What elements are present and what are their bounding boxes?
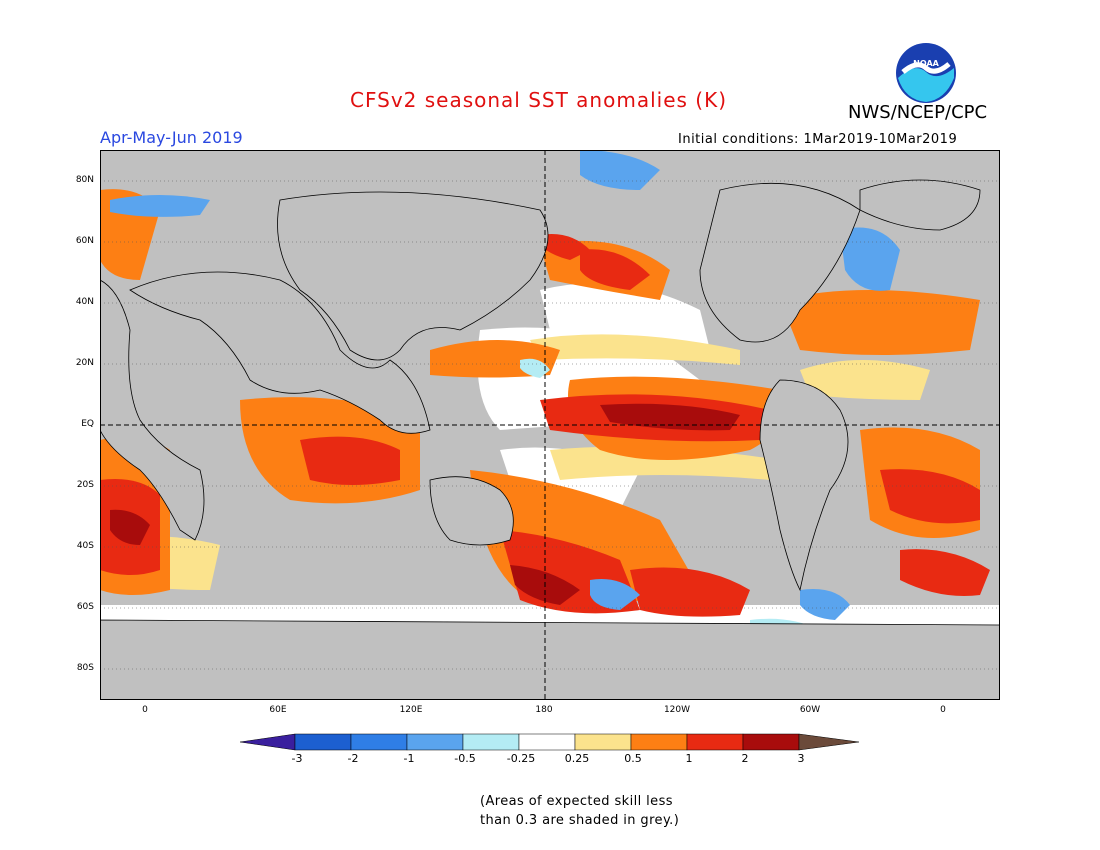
colorbar	[240, 733, 860, 751]
forecast-period: Apr-May-Jun 2019	[100, 128, 243, 147]
colorbar-cell	[462, 733, 520, 751]
lat-label: 80N	[75, 175, 94, 185]
lat-label: EQ	[81, 419, 94, 429]
lat-label: 80S	[76, 663, 94, 673]
colorbar-label: 0.5	[624, 752, 642, 765]
lon-label: 60W	[799, 705, 821, 715]
colorbar-label: -2	[347, 752, 359, 765]
colorbar-cell	[294, 733, 352, 751]
colorbar-label: 2	[741, 752, 749, 765]
colorbar-cell	[742, 733, 800, 751]
colorbar-arrow-high	[798, 733, 860, 751]
colorbar-label: 1	[685, 752, 693, 765]
colorbar-label: 0.25	[564, 752, 590, 765]
skill-note-line2: than 0.3 are shaded in grey.)	[480, 813, 680, 828]
lat-label: 40S	[76, 541, 94, 551]
colorbar-label: -3	[291, 752, 303, 765]
lat-label: 20S	[76, 480, 94, 490]
lat-label: 40N	[75, 297, 94, 307]
lon-label: 180	[535, 705, 553, 715]
skill-note-line1: (Areas of expected skill less	[480, 794, 673, 809]
sst-anomaly-map	[100, 150, 1000, 700]
colorbar-cell	[406, 733, 464, 751]
lon-label: 0	[142, 705, 148, 715]
lat-label: 60S	[76, 602, 94, 612]
colorbar-label: -0.5	[454, 752, 476, 765]
colorbar-label: -1	[403, 752, 415, 765]
lat-label: 60N	[75, 236, 94, 246]
initial-conditions: Initial conditions: 1Mar2019-10Mar2019	[678, 132, 958, 147]
colorbar-cell	[518, 733, 576, 751]
lon-label: 120W	[663, 705, 691, 715]
lat-label: 20N	[75, 358, 94, 368]
skill-note: (Areas of expected skill less than 0.3 a…	[480, 792, 679, 830]
lon-label: 60E	[269, 705, 287, 715]
colorbar-cell	[574, 733, 632, 751]
noaa-logo: NOAA	[896, 43, 956, 103]
colorbar-cell	[686, 733, 744, 751]
colorbar-label: 3	[797, 752, 805, 765]
colorbar-arrow-low	[240, 733, 296, 751]
svg-text:NOAA: NOAA	[913, 59, 939, 68]
colorbar-cell	[630, 733, 688, 751]
colorbar-cell	[350, 733, 408, 751]
chart-title: CFSv2 seasonal SST anomalies (K)	[350, 88, 727, 112]
colorbar-label: -0.25	[506, 752, 536, 765]
lon-label: 0	[940, 705, 946, 715]
organization-label: NWS/NCEP/CPC	[848, 102, 988, 123]
lon-label: 120E	[399, 705, 423, 715]
